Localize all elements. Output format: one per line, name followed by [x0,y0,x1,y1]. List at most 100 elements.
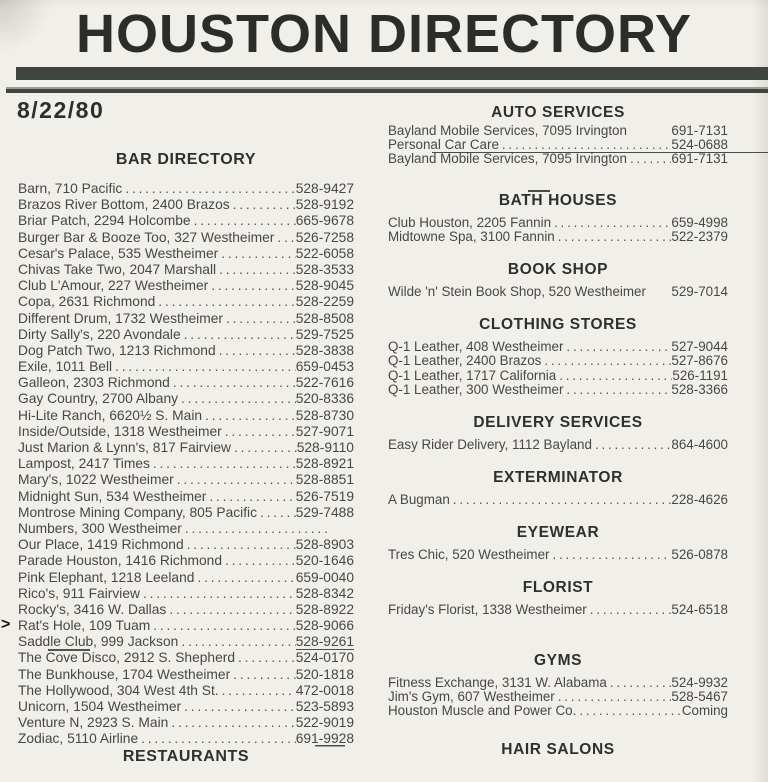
entry-phone: 472-0018 [295,682,354,698]
entry-name: Rocky's, 3416 W. Dallas [18,601,167,617]
entry-phone: 528-3366 [671,381,728,397]
entry-name: Personal Car Care [388,137,499,153]
entry-name: Gay Country, 2700 Albany [18,391,179,407]
directory-entry: Brazos River Bottom, 2400 Brazos 528-919… [18,197,354,213]
entry-name: Briar Patch, 2294 Holcombe [18,213,191,229]
header-rule-thin [6,87,768,93]
entry-phone: 528-9066 [295,618,354,634]
directory-entry: Easy Rider Delivery, 1112 Bayland 864-46… [388,436,728,452]
entry-name: Rico's, 911 Fairview [18,585,140,601]
entry-name: Dirty Sally's, 220 Avondale [18,326,181,342]
entry-name: Hi-Lite Ranch, 6620½ S. Main [18,407,203,423]
entry-phone: 665-9678 [295,213,354,229]
entry-name: Zodiac, 5110 Airline [18,731,139,747]
restaurants-heading: RESTAURANTS [122,747,250,765]
directory-entry: Just Marion & Lynn's, 817 Fairview 528-9… [18,440,354,456]
entry-phone: 524-0170 [295,650,354,666]
directory-entry: Q-1 Leather, 1717 California 526-1191 [388,368,728,383]
entry-name: Inside/Outside, 1318 Westheimer [18,423,222,439]
dot-leader [541,354,671,368]
dot-leader [231,440,297,456]
entry-name: The Hollywood, 304 West 4th St. [18,682,219,698]
services-column: AUTO SERVICES Bayland Mobile Services, 7… [388,105,768,776]
entry-name: Jim's Gym, 607 Westheimer [388,688,555,704]
dot-leader [218,246,295,262]
entry-name: Montrose Mining Company, 805 Pacific [18,504,257,520]
entry-name: Venture N, 2923 S. Main [18,715,169,731]
directory-entry: Burger Bar & Booze Too, 327 Westheimer 5… [18,230,354,246]
dot-leader [257,505,296,521]
dot-leader [178,634,295,650]
entry-name: Club Houston, 2205 Fannin [388,214,552,230]
directory-entry: Tres Chic, 520 Westheimer 526-0878 [388,548,728,562]
directory-section: DELIVERY SERVICES Easy Rider Delivery, 1… [388,414,728,452]
dot-leader [607,676,672,690]
entry-phone: 528-9192 [295,197,354,213]
entry-phone: Coming [681,703,728,718]
entry-phone: 526-0878 [671,547,728,563]
entry-name: Different Drum, 1732 Westheimer [18,310,223,326]
directory-section: AUTO SERVICES Bayland Mobile Services, 7… [388,105,768,167]
directory-entry: Cesar's Palace, 535 Westheimer 522-6058 [18,246,354,262]
entry-name: Friday's Florist, 1338 Westheimer [388,602,587,618]
directory-entry: Parade Houston, 1416 Richmond 520-1646 [18,553,354,569]
dot-leader [563,383,671,397]
directory-entry: The Hollywood, 304 West 4th St. 472-0018 [18,683,354,699]
dot-leader [499,138,672,152]
directory-entry: Club Houston, 2205 Fannin 659-4998 [388,214,728,230]
entry-name: Wilde 'n' Stein Book Shop, 520 Westheime… [388,283,646,299]
entry-name: Midnight Sun, 534 Westheimer [18,488,207,504]
directory-entry: Personal Car Care 524-0688 [388,137,768,154]
entry-phone: 528-8508 [295,310,354,326]
bar-directory-list: Barn, 710 Pacific 528-9427 Brazos River … [1,181,354,748]
dot-leader [646,285,671,299]
section-heading: BOOK SHOP [507,260,609,278]
entry-phone: 528-9045 [295,278,354,294]
dot-leader [576,704,682,718]
entry-name: A Bugman [388,492,450,508]
directory-entry: Rico's, 911 Fairview 528-8342 [18,586,354,602]
entry-phone: 691-9928 [295,731,354,748]
dot-leader [450,493,672,507]
dot-leader [112,359,296,375]
directory-entry: Inside/Outside, 1318 Westheimer 527-9071 [18,424,354,440]
section-entries: A Bugman 228-4626 [388,492,728,508]
entry-phone: 522-6058 [295,245,354,261]
entry-phone: 528-8921 [295,456,354,472]
directory-entry: Mary's, 1022 Westheimer 528-8851 [18,472,354,488]
entry-name: Galleon, 2303 Richmond [18,375,170,391]
entry-name: Q-1 Leather, 408 Westheimer [388,339,564,355]
entry-name: Cesar's Palace, 535 Westheimer [18,245,219,261]
section-heading: BATH HOUSES [388,189,728,209]
dot-leader [182,521,328,537]
entry-name: Houston Muscle and Power Co. [388,703,577,718]
entry-name: Chivas Take Two, 2047 Marshall [18,261,217,277]
entry-phone: 528-8730 [295,407,354,423]
entry-phone: 523-5893 [295,699,354,714]
entry-name: Easy Rider Delivery, 1112 Bayland [388,436,592,452]
entry-name: Fitness Exchange, 3131 W. Alabama [388,674,607,690]
directory-section: FLORIST Friday's Florist, 1338 Westheime… [388,580,728,617]
dot-leader [178,391,296,407]
directory-entry: Copa, 2631 Richmond 528-2259 [18,294,354,310]
directory-entry: Bayland Mobile Services, 7095 Irvington … [388,123,728,138]
directory-entry: Hi-Lite Ranch, 6620½ S. Main 528-8730 [18,408,354,424]
entry-phone: 528-3533 [295,261,354,277]
entry-phone: 522-7616 [295,375,354,391]
dot-leader [168,715,295,731]
dot-leader [206,489,295,505]
entry-phone: 864-4600 [671,436,728,452]
entry-phone: 528-8851 [295,472,354,488]
directory-section: EXTERMINATOR A Bugman 228-4626 [388,470,728,507]
entry-name: Q-1 Leather, 2400 Brazos [388,353,542,369]
entry-name: Just Marion & Lynn's, 817 Fairview [18,440,231,455]
dot-leader [202,408,296,424]
section-heading: EXTERMINATOR [493,469,623,487]
entry-phone: 527-8676 [671,353,728,369]
section-entries: Fitness Exchange, 3131 W. Alabama 524-99… [388,674,728,719]
entry-phone: 691-7131 [671,123,728,138]
scanned-directory-page: { "page": { "title": "HOUSTON DIRECTORY"… [0,4,768,782]
entry-name: Mary's, 1022 Westheimer [18,472,174,488]
entry-phone: 527-9044 [671,339,728,355]
dot-leader [150,456,296,472]
